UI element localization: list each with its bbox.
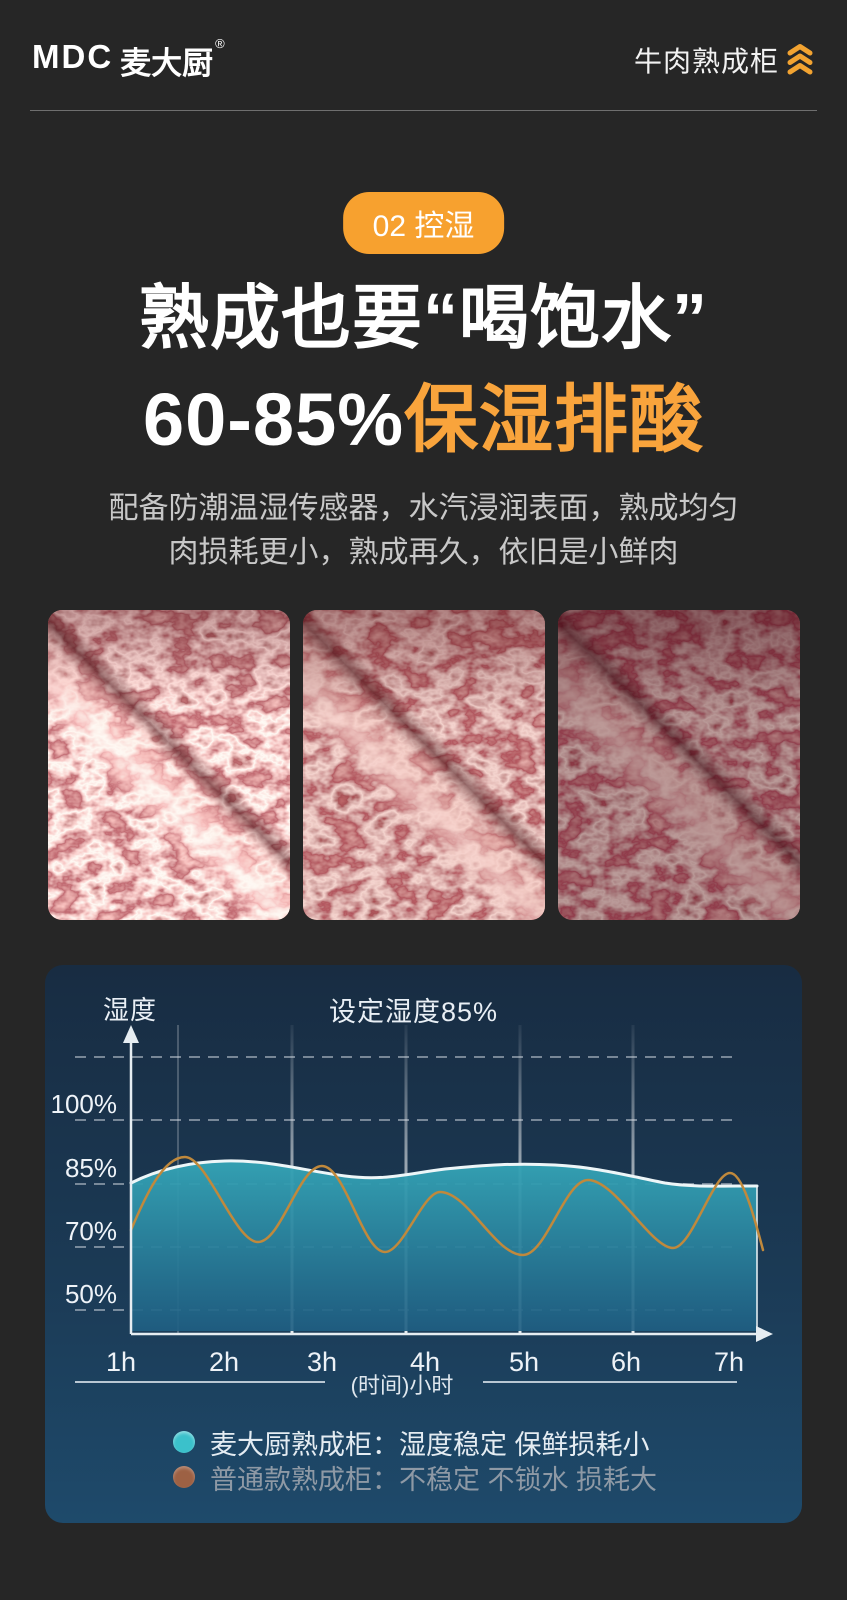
description-line-2: 肉损耗更小，熟成再久，依旧是小鲜肉 — [168, 536, 679, 569]
brand-logo-mdc: MDC — [32, 37, 114, 75]
x-tick-4h: 4h — [409, 1347, 441, 1377]
x-caption-rule-left — [75, 1381, 325, 1383]
y-tick-100: 100% — [50, 1089, 118, 1119]
product-name: 牛肉熟成柜 — [633, 46, 779, 77]
x-tick-7h: 7h — [713, 1347, 745, 1377]
legend-item-mdc: 麦大厨熟成柜：湿度稳定 保鲜损耗小 — [173, 1426, 650, 1460]
headline-range: 60-85% — [142, 378, 405, 461]
description-line-1: 配备防潮温湿传感器，水汽浸润表面，熟成均匀 — [108, 492, 739, 525]
marbled-beef-photo-dark — [558, 610, 800, 920]
header: MDC 麦大厨 ® 牛肉熟成柜 — [0, 0, 847, 110]
humidity-chart — [75, 1025, 773, 1342]
legend-swatch-teal — [173, 1431, 195, 1453]
header-divider — [30, 110, 817, 111]
brand-logo-cn: 麦大厨 — [120, 45, 214, 81]
x-caption-rule-right — [483, 1381, 737, 1383]
marbled-beef-photo-medium — [303, 610, 545, 920]
x-axis-caption: (时间)小时 — [350, 1373, 454, 1398]
headline-primary: 熟成也要“喝饱水” — [139, 279, 708, 357]
x-tick-1h: 1h — [105, 1347, 137, 1377]
headline-secondary: 60-85%保湿排酸 — [0, 360, 847, 467]
section-badge: 02 控湿 — [342, 192, 505, 254]
y-tick-85: 85% — [64, 1153, 117, 1183]
chart-title: 设定湿度85% — [329, 997, 499, 1027]
description: 配备防潮温湿传感器，水汽浸润表面，熟成均匀 肉损耗更小，熟成再久，依旧是小鲜肉 — [0, 487, 847, 575]
x-tick-2h: 2h — [208, 1347, 240, 1377]
x-tick-6h: 6h — [610, 1347, 642, 1377]
humidity-chart-panel: 湿度 设定湿度85% 100% 85% 70% 50% 1h 2h 3h 4h … — [45, 965, 802, 1523]
x-tick-3h: 3h — [306, 1347, 338, 1377]
meat-photo-gallery — [48, 610, 800, 920]
triple-chevron-up-icon — [787, 44, 813, 75]
y-axis-title: 湿度 — [103, 995, 158, 1025]
y-tick-50: 50% — [64, 1279, 117, 1309]
marbled-beef-photo-light — [48, 610, 290, 920]
registered-trademark-mark: ® — [215, 35, 225, 51]
headline-benefit: 保湿排酸 — [404, 378, 705, 461]
legend-item-ordinary: 普通款熟成柜：不稳定 不锁水 损耗大 — [173, 1461, 657, 1495]
legend-swatch-brown — [173, 1466, 195, 1488]
x-tick-5h: 5h — [508, 1347, 540, 1377]
legend-label-ordinary: 普通款熟成柜：不稳定 不锁水 损耗大 — [210, 1464, 658, 1495]
legend-label-mdc: 麦大厨熟成柜：湿度稳定 保鲜损耗小 — [210, 1429, 650, 1460]
product-name-group: 牛肉熟成柜 — [634, 40, 815, 80]
y-tick-70: 70% — [64, 1216, 117, 1246]
brand-logo: MDC 麦大厨 ® — [32, 35, 225, 83]
